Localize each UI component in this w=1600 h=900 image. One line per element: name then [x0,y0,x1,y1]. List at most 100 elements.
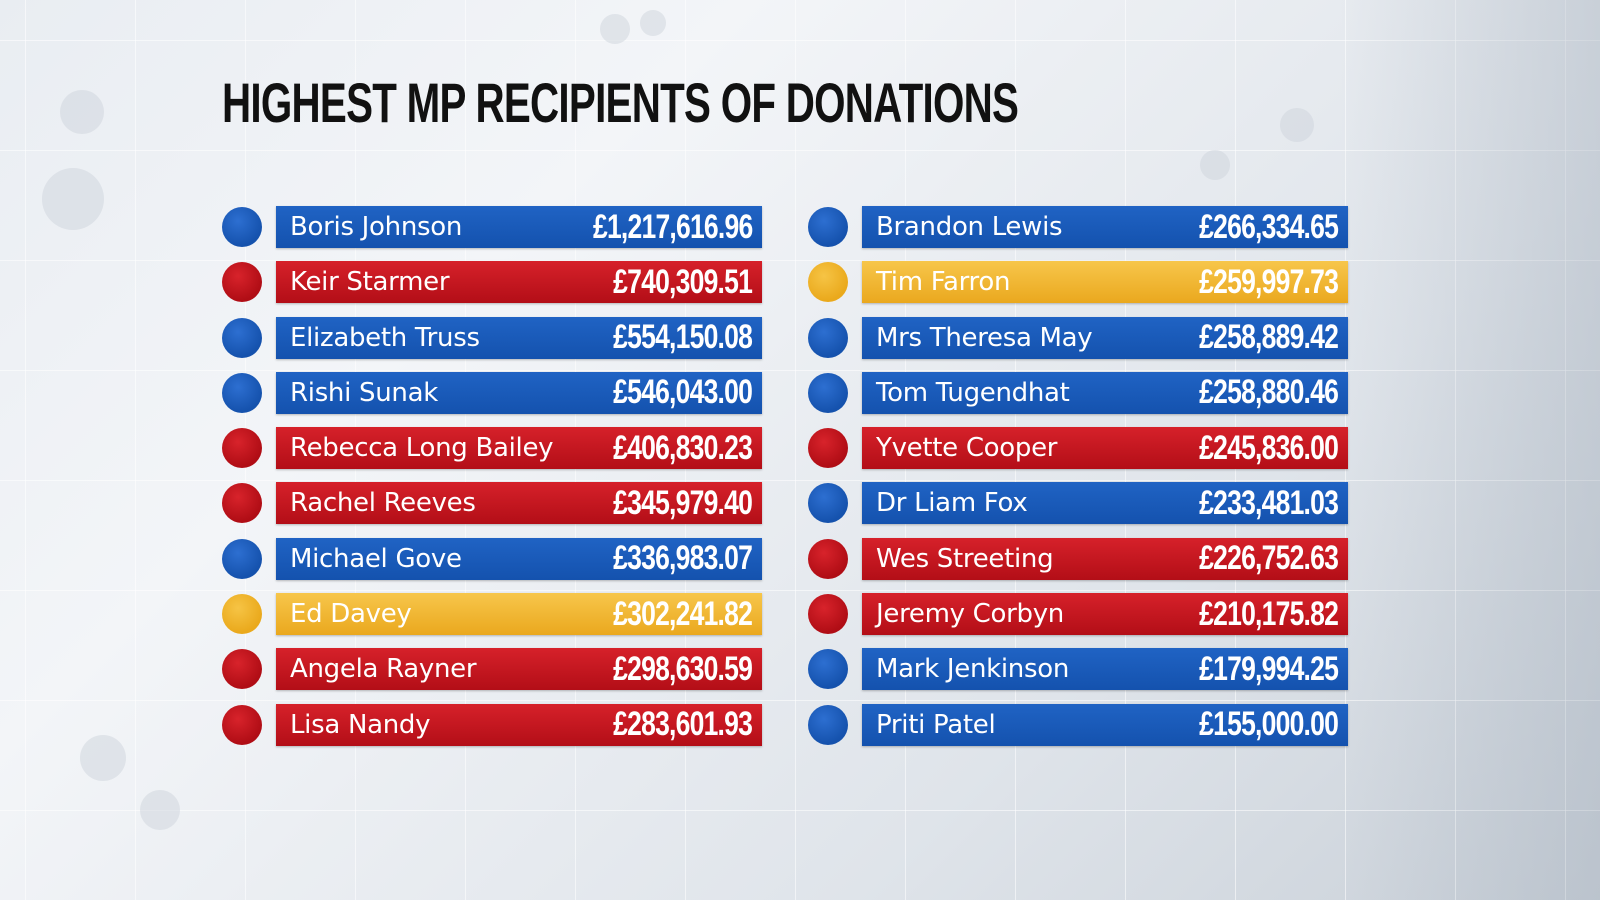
background-dot [600,14,630,44]
mp-bar: Priti Patel £155,000.00 [862,703,1348,746]
donation-amount: £1,217,616.96 [592,207,753,246]
mp-bar: Rishi Sunak £546,043.00 [276,371,762,414]
donation-amount: £302,241.82 [613,594,753,633]
mp-bar: Angela Rayner £298,630.59 [276,648,762,691]
mp-name: Rebecca Long Bailey [290,433,554,464]
mp-name: Ed Davey [290,599,412,630]
mp-bar: Rebecca Long Bailey £406,830.23 [276,427,762,470]
party-dot-icon [808,372,848,413]
party-dot-icon [808,649,848,690]
donation-amount: £179,994.25 [1199,649,1339,688]
donation-amount: £546,043.00 [613,373,753,412]
mp-name: Tim Farron [876,267,1011,298]
mp-row: Michael Gove £336,983.07 [222,536,762,582]
donation-amount: £406,830.23 [613,428,753,467]
mp-bar: Michael Gove £336,983.07 [276,537,762,580]
party-dot-icon [222,538,262,579]
mp-row: Yvette Cooper £245,836.00 [808,425,1348,471]
mp-row: Dr Liam Fox £233,481.03 [808,480,1348,526]
mp-bar: Dr Liam Fox £233,481.03 [862,482,1348,525]
mp-bar: Tim Farron £259,997.73 [862,261,1348,304]
mp-row: Priti Patel £155,000.00 [808,702,1348,748]
background-dot [1280,108,1314,142]
mp-bar: Brandon Lewis £266,334.65 [862,206,1348,248]
background-dot [60,90,104,134]
party-dot-icon [222,483,262,524]
donation-amount: £226,752.63 [1199,539,1339,578]
donation-amount: £345,979.40 [613,483,753,522]
party-dot-icon [222,594,262,635]
donation-amount: £554,150.08 [613,318,753,357]
donation-amount: £155,000.00 [1199,705,1339,744]
party-dot-icon [222,317,262,358]
party-dot-icon [808,483,848,524]
mp-row: Mark Jenkinson £179,994.25 [808,646,1348,692]
background-dot [140,790,180,830]
mp-row: Mrs Theresa May £258,889.42 [808,315,1348,361]
donation-amount: £298,630.59 [613,649,753,688]
donations-list-left: Boris Johnson £1,217,616.96 Keir Starmer… [222,204,762,757]
party-dot-icon [808,704,848,745]
mp-row: Rishi Sunak £546,043.00 [222,370,762,416]
donations-list-right: Brandon Lewis £266,334.65 Tim Farron £25… [808,204,1348,757]
mp-name: Mrs Theresa May [876,322,1093,353]
mp-bar: Lisa Nandy £283,601.93 [276,703,762,746]
party-dot-icon [808,428,848,469]
mp-bar: Ed Davey £302,241.82 [276,593,762,636]
party-dot-icon [222,649,262,690]
mp-row: Elizabeth Truss £554,150.08 [222,315,762,361]
mp-name: Jeremy Corbyn [876,599,1064,630]
mp-bar: Mark Jenkinson £179,994.25 [862,648,1348,691]
party-dot-icon [222,207,262,247]
mp-bar: Wes Streeting £226,752.63 [862,537,1348,580]
mp-name: Priti Patel [876,709,996,740]
mp-row: Angela Rayner £298,630.59 [222,646,762,692]
mp-row: Rebecca Long Bailey £406,830.23 [222,425,762,471]
party-dot-icon [222,428,262,469]
mp-bar: Boris Johnson £1,217,616.96 [276,206,762,248]
mp-bar: Mrs Theresa May £258,889.42 [862,316,1348,359]
donation-amount: £259,997.73 [1199,262,1339,301]
mp-name: Yvette Cooper [876,433,1058,464]
party-dot-icon [808,207,848,247]
mp-bar: Keir Starmer £740,309.51 [276,261,762,304]
mp-name: Dr Liam Fox [876,488,1028,519]
mp-name: Tom Tugendhat [876,377,1070,408]
donation-amount: £233,481.03 [1199,483,1339,522]
mp-name: Lisa Nandy [290,709,431,740]
mp-name: Rachel Reeves [290,488,476,519]
mp-name: Rishi Sunak [290,377,438,408]
donation-amount: £266,334.65 [1199,207,1339,246]
donation-amount: £210,175.82 [1199,594,1339,633]
mp-name: Mark Jenkinson [876,654,1070,685]
mp-row: Tom Tugendhat £258,880.46 [808,370,1348,416]
donation-amount: £336,983.07 [613,539,753,578]
donation-amount: £245,836.00 [1199,428,1339,467]
mp-row: Brandon Lewis £266,334.65 [808,204,1348,250]
background-dot [80,735,126,781]
party-dot-icon [808,317,848,358]
mp-name: Boris Johnson [290,212,463,242]
mp-bar: Tom Tugendhat £258,880.46 [862,371,1348,414]
mp-row: Rachel Reeves £345,979.40 [222,480,762,526]
mp-row: Wes Streeting £226,752.63 [808,536,1348,582]
mp-name: Keir Starmer [290,267,450,298]
mp-bar: Jeremy Corbyn £210,175.82 [862,593,1348,636]
mp-bar: Yvette Cooper £245,836.00 [862,427,1348,470]
mp-row: Jeremy Corbyn £210,175.82 [808,591,1348,637]
donation-amount: £258,880.46 [1199,373,1339,412]
page-title: HIGHEST MP RECIPIENTS OF DONATIONS [222,71,1019,134]
mp-name: Michael Gove [290,543,462,574]
mp-name: Angela Rayner [290,654,477,685]
party-dot-icon [808,594,848,635]
mp-row: Boris Johnson £1,217,616.96 [222,204,762,250]
party-dot-icon [808,262,848,303]
background-dot [640,10,666,36]
mp-row: Tim Farron £259,997.73 [808,259,1348,305]
mp-row: Keir Starmer £740,309.51 [222,259,762,305]
party-dot-icon [222,262,262,303]
donation-amount: £258,889.42 [1199,318,1339,357]
background-shade [1340,0,1600,900]
party-dot-icon [808,538,848,579]
background-dot [42,168,104,230]
